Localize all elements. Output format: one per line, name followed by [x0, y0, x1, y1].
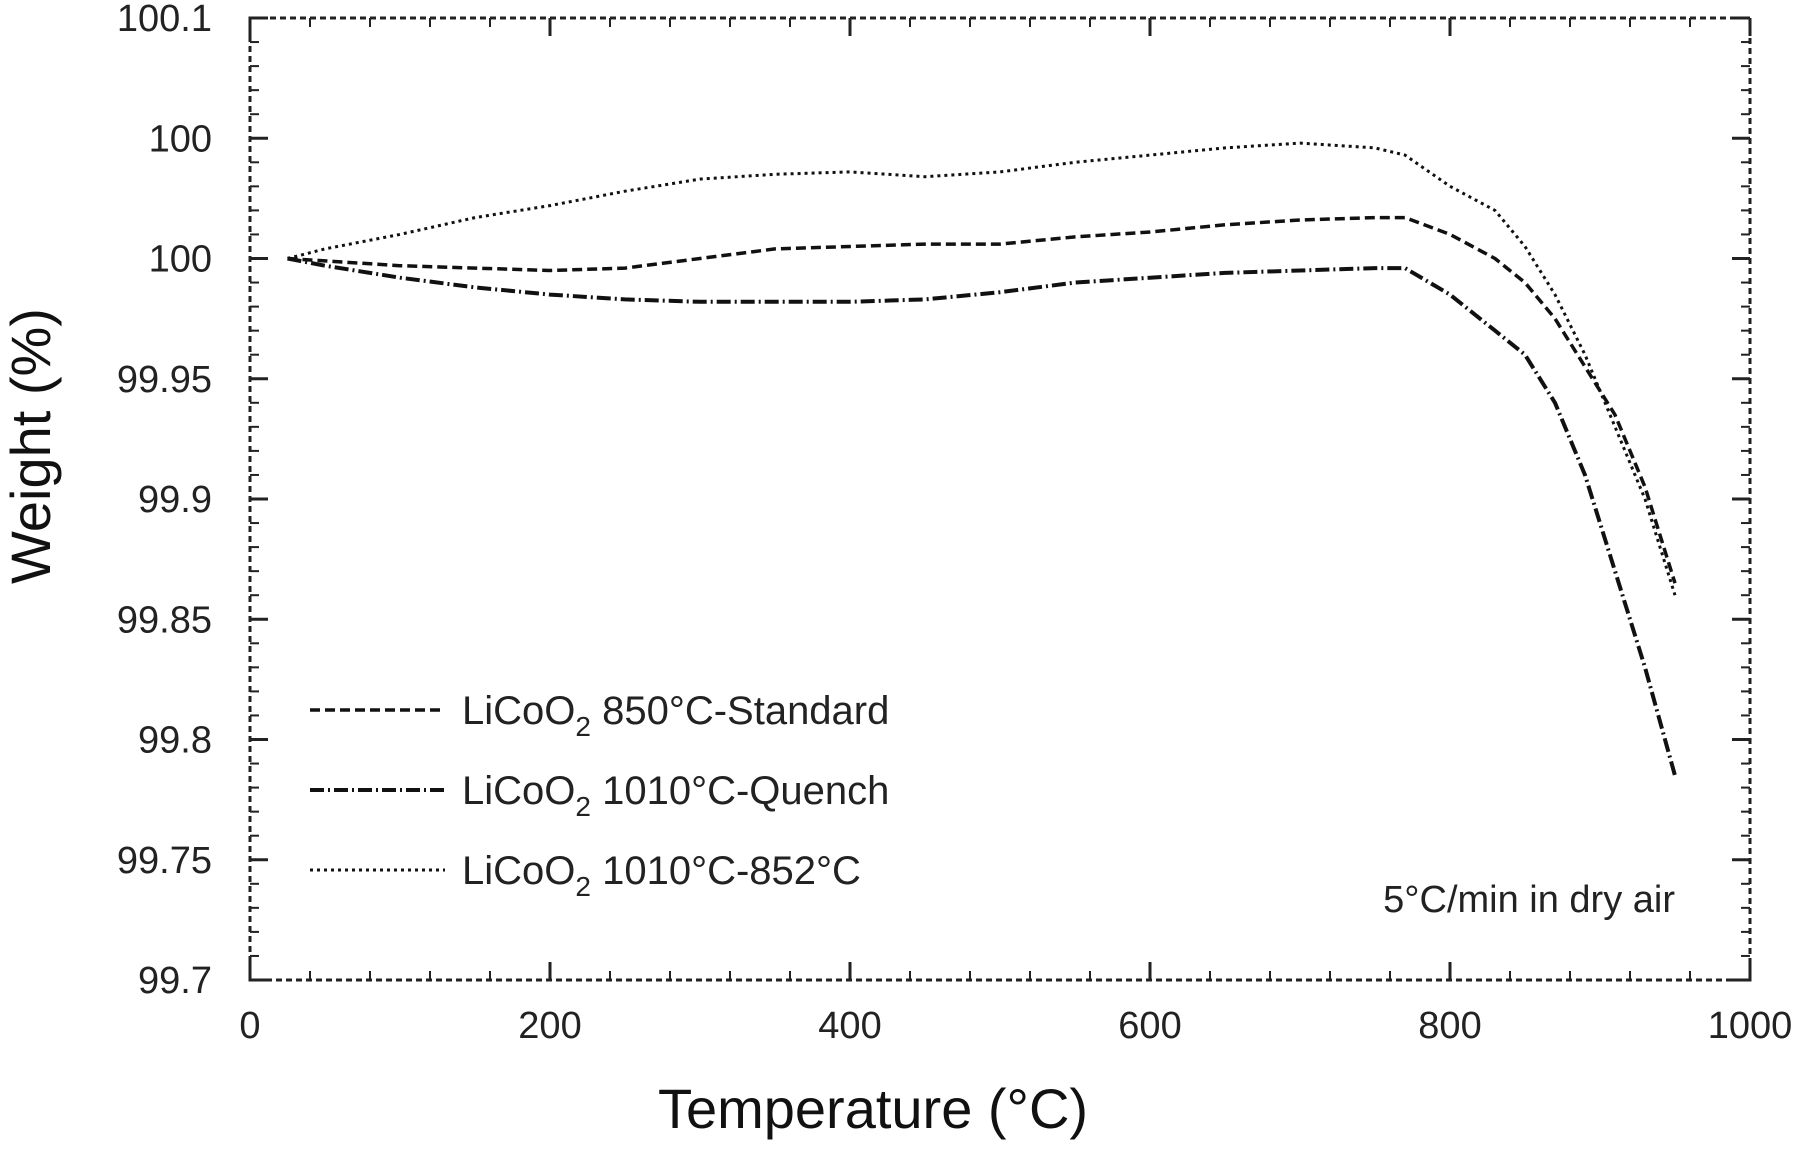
y-tick-label: 99.85 — [117, 599, 212, 641]
y-axis-title: Weight (%) — [0, 308, 62, 584]
y-axis-ticks: 99.7 99.75 99.8 99.85 99.9 99.95 100 100 100.1 — [117, 0, 1750, 1002]
x-tick-label: 600 — [1118, 1005, 1181, 1047]
legend: LiCoO2 850°C-Standard LiCoO2 1010°C-Quenc… — [310, 689, 889, 902]
x-tick-label: 200 — [518, 1005, 581, 1047]
x-axis-title: Temperature (°C) — [658, 1077, 1088, 1140]
legend-label-2: LiCoO2 1010°C-Quench — [462, 769, 889, 822]
y-tick-label: 100 — [149, 118, 212, 160]
y-tick-label: 99.8 — [138, 720, 212, 762]
y-tick-label: 99.9 — [138, 479, 212, 521]
legend-label-3: LiCoO2 1010°C-852°C — [462, 849, 861, 902]
series-line-1 — [287, 215, 1677, 584]
legend-label-1: LiCoO2 850°C-Standard — [462, 689, 889, 742]
x-axis-ticks: 0 200 400 600 800 1000 — [239, 18, 1792, 1047]
y-tick-label: 99.75 — [117, 840, 212, 882]
x-tick-label: 0 — [239, 1005, 260, 1047]
y-tick-label: 99.7 — [138, 960, 212, 1002]
x-tick-label: 400 — [818, 1005, 881, 1047]
condition-annotation: 5°C/min in dry air — [1383, 879, 1675, 921]
y-tick-label: 99.95 — [117, 359, 212, 401]
x-tick-label: 800 — [1418, 1005, 1481, 1047]
y-tick-label: 100.1 — [117, 0, 212, 40]
series-line-2 — [287, 256, 1677, 777]
x-tick-label: 1000 — [1708, 1005, 1793, 1047]
series-layer — [287, 141, 1677, 777]
y-tick-label: 100 — [149, 239, 212, 281]
series-line-3 — [287, 141, 1677, 596]
